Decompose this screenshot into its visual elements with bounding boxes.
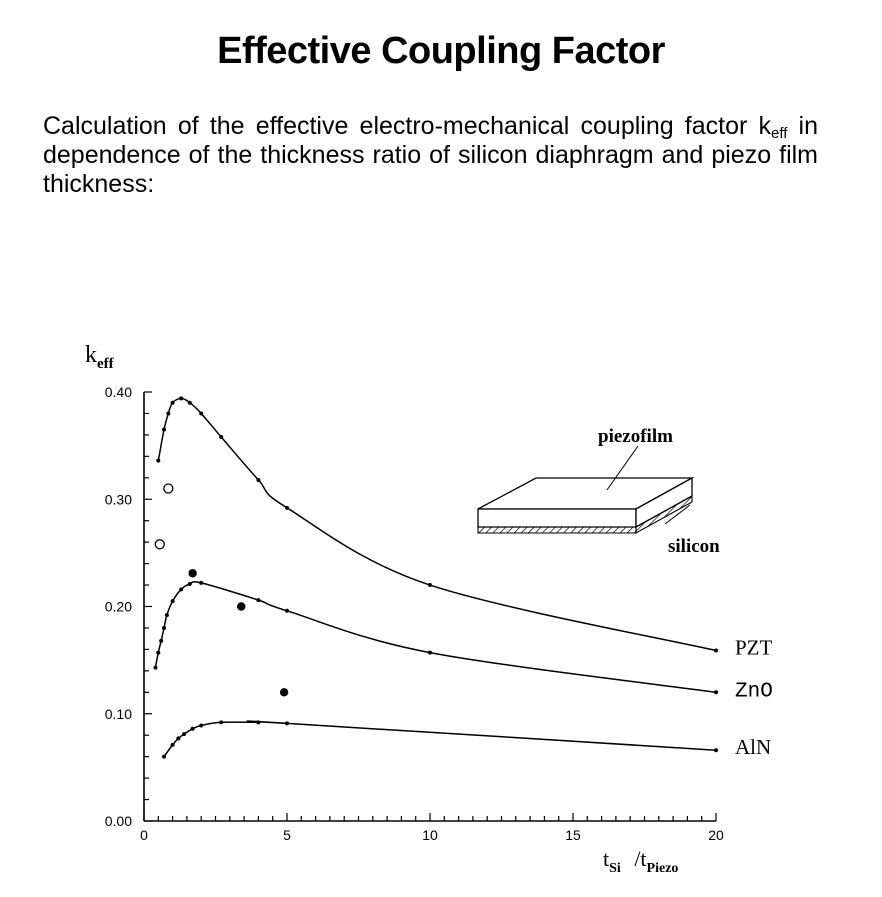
x-tick-labels: 0 5 10 15 20 [140, 827, 724, 843]
data-point-pzt [166, 411, 171, 416]
data-point-pzt [285, 505, 289, 510]
y-minor-ticks [144, 391, 152, 822]
data-point-aln [176, 736, 181, 741]
x-axis-label: tSi /tPiezo [603, 846, 678, 876]
x-tick-label: 15 [565, 827, 581, 843]
data-point-aln [714, 748, 718, 753]
series-label-zno: ZnO [735, 680, 773, 703]
data-point-zno [714, 690, 718, 695]
data-point-aln [182, 732, 187, 737]
data-point-aln [162, 754, 167, 759]
y-tick-label: 0.10 [105, 706, 132, 722]
data-point-zno [179, 587, 184, 592]
silicon-label: silicon [668, 536, 720, 557]
silicon-side-face [635, 495, 693, 534]
data-point-pzt [187, 400, 192, 405]
data-point-pzt [179, 396, 184, 401]
series-line-aln [163, 720, 717, 758]
series-markers [153, 396, 718, 759]
y-tick-label: 0.40 [105, 384, 132, 400]
data-point-pzt [162, 427, 167, 432]
y-tick-label: 0.00 [105, 813, 132, 829]
data-point-zno [199, 580, 204, 585]
data-point-aln [199, 723, 204, 728]
x-tick-label: 10 [422, 827, 438, 843]
data-point-zno [162, 625, 167, 630]
filled-measured-point [188, 569, 197, 578]
data-point-pzt [428, 583, 432, 588]
data-point-aln [219, 720, 224, 725]
data-point-zno [285, 608, 289, 613]
x-tick-label: 0 [140, 827, 148, 843]
piezofilm-leader-line [606, 445, 639, 491]
x-tick-label: 20 [708, 827, 724, 843]
data-point-pzt [714, 648, 718, 653]
data-point-zno [187, 581, 192, 586]
x-minor-ticks [143, 813, 717, 821]
page-title: Effective Coupling Factor [217, 30, 665, 72]
series-line-zno [154, 581, 717, 694]
data-point-pzt [156, 458, 161, 463]
piezofilm-label: piezofilm [598, 426, 673, 447]
y-tick-labels: 0.00 0.10 0.20 0.30 0.40 [105, 384, 132, 829]
open-measured-point [154, 539, 165, 550]
intro-subscript: eff [770, 125, 788, 142]
data-point-aln [285, 721, 289, 726]
series-label-aln: AlN [735, 735, 771, 759]
layer-inset-diagram: piezofilm silicon [477, 426, 720, 557]
silicon-front-face [477, 526, 637, 534]
data-point-zno [428, 650, 432, 655]
filled-measured-point [237, 602, 246, 611]
data-point-pzt [170, 400, 175, 405]
x-tick-label: 5 [283, 827, 291, 843]
piezofilm-front-face [477, 508, 637, 528]
data-point-zno [170, 599, 175, 604]
intro-text-end: in dependence of the thickness ratio of … [43, 112, 819, 198]
data-point-aln [170, 742, 175, 747]
silicon-leader-line [664, 504, 691, 525]
data-point-pzt [219, 435, 224, 440]
data-point-pzt [199, 411, 204, 416]
data-point-aln [190, 726, 195, 731]
intro-paragraph: Calculation of the effective electro-mec… [43, 112, 818, 199]
measured-points [154, 483, 289, 697]
data-point-aln [256, 720, 261, 725]
data-point-zno [153, 665, 158, 670]
series-label-pzt: PZT [735, 635, 773, 659]
data-point-pzt [256, 477, 261, 482]
y-tick-label: 0.30 [105, 491, 132, 507]
series-lines [154, 397, 717, 758]
data-point-zno [256, 598, 261, 603]
series-labels: PZT ZnO AlN [735, 635, 773, 759]
y-tick-label: 0.20 [105, 599, 132, 615]
data-point-zno [156, 650, 161, 655]
y-axis-label: keff [85, 342, 115, 372]
filled-measured-point [279, 688, 289, 697]
data-point-zno [159, 638, 164, 643]
intro-text-start: Calculation of the effective electro-mec… [43, 112, 771, 140]
open-measured-point [163, 483, 174, 494]
data-point-zno [164, 613, 169, 618]
